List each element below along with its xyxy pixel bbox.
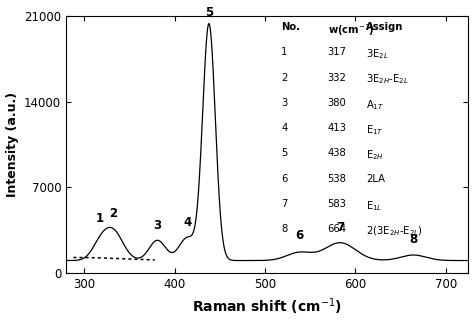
- Text: 2(3E$_{2H}$-E$_{2L}$): 2(3E$_{2H}$-E$_{2L}$): [366, 224, 423, 238]
- Text: 7: 7: [336, 221, 344, 234]
- Text: 538: 538: [328, 174, 346, 184]
- Text: 3: 3: [282, 98, 288, 108]
- Text: 3E$_{2L}$: 3E$_{2L}$: [366, 47, 389, 61]
- Text: E$_{1L}$: E$_{1L}$: [366, 199, 382, 213]
- Text: 7: 7: [282, 199, 288, 209]
- Text: No.: No.: [282, 22, 301, 32]
- Text: 6: 6: [282, 174, 288, 184]
- Text: 3: 3: [154, 219, 162, 232]
- Text: 438: 438: [328, 148, 346, 158]
- Text: 3E$_{2H}$-E$_{2L}$: 3E$_{2H}$-E$_{2L}$: [366, 73, 409, 87]
- Text: 380: 380: [328, 98, 346, 108]
- Text: 8: 8: [409, 234, 418, 246]
- Text: A$_{1T}$: A$_{1T}$: [366, 98, 384, 112]
- Text: 5: 5: [282, 148, 288, 158]
- Text: 4: 4: [183, 215, 191, 229]
- Text: 4: 4: [282, 123, 288, 133]
- Text: 6: 6: [295, 229, 303, 242]
- Text: 2: 2: [109, 207, 117, 220]
- X-axis label: Raman shift (cm$^{-1}$): Raman shift (cm$^{-1}$): [192, 297, 342, 318]
- Text: 5: 5: [205, 6, 213, 19]
- Text: Assign: Assign: [366, 22, 403, 32]
- Text: E$_{2H}$: E$_{2H}$: [366, 148, 384, 162]
- Text: 317: 317: [328, 47, 346, 57]
- Text: w(cm$^{-1}$): w(cm$^{-1}$): [328, 22, 374, 38]
- Text: 583: 583: [328, 199, 346, 209]
- Text: 413: 413: [328, 123, 346, 133]
- Text: 1: 1: [95, 212, 104, 225]
- Text: 664: 664: [328, 224, 346, 234]
- Text: 8: 8: [282, 224, 288, 234]
- Text: 332: 332: [328, 73, 346, 83]
- Y-axis label: Intensity (a.u.): Intensity (a.u.): [6, 92, 18, 197]
- Text: 2: 2: [282, 73, 288, 83]
- Text: E$_{1T}$: E$_{1T}$: [366, 123, 383, 137]
- Text: 1: 1: [282, 47, 288, 57]
- Text: 2LA: 2LA: [366, 174, 385, 184]
